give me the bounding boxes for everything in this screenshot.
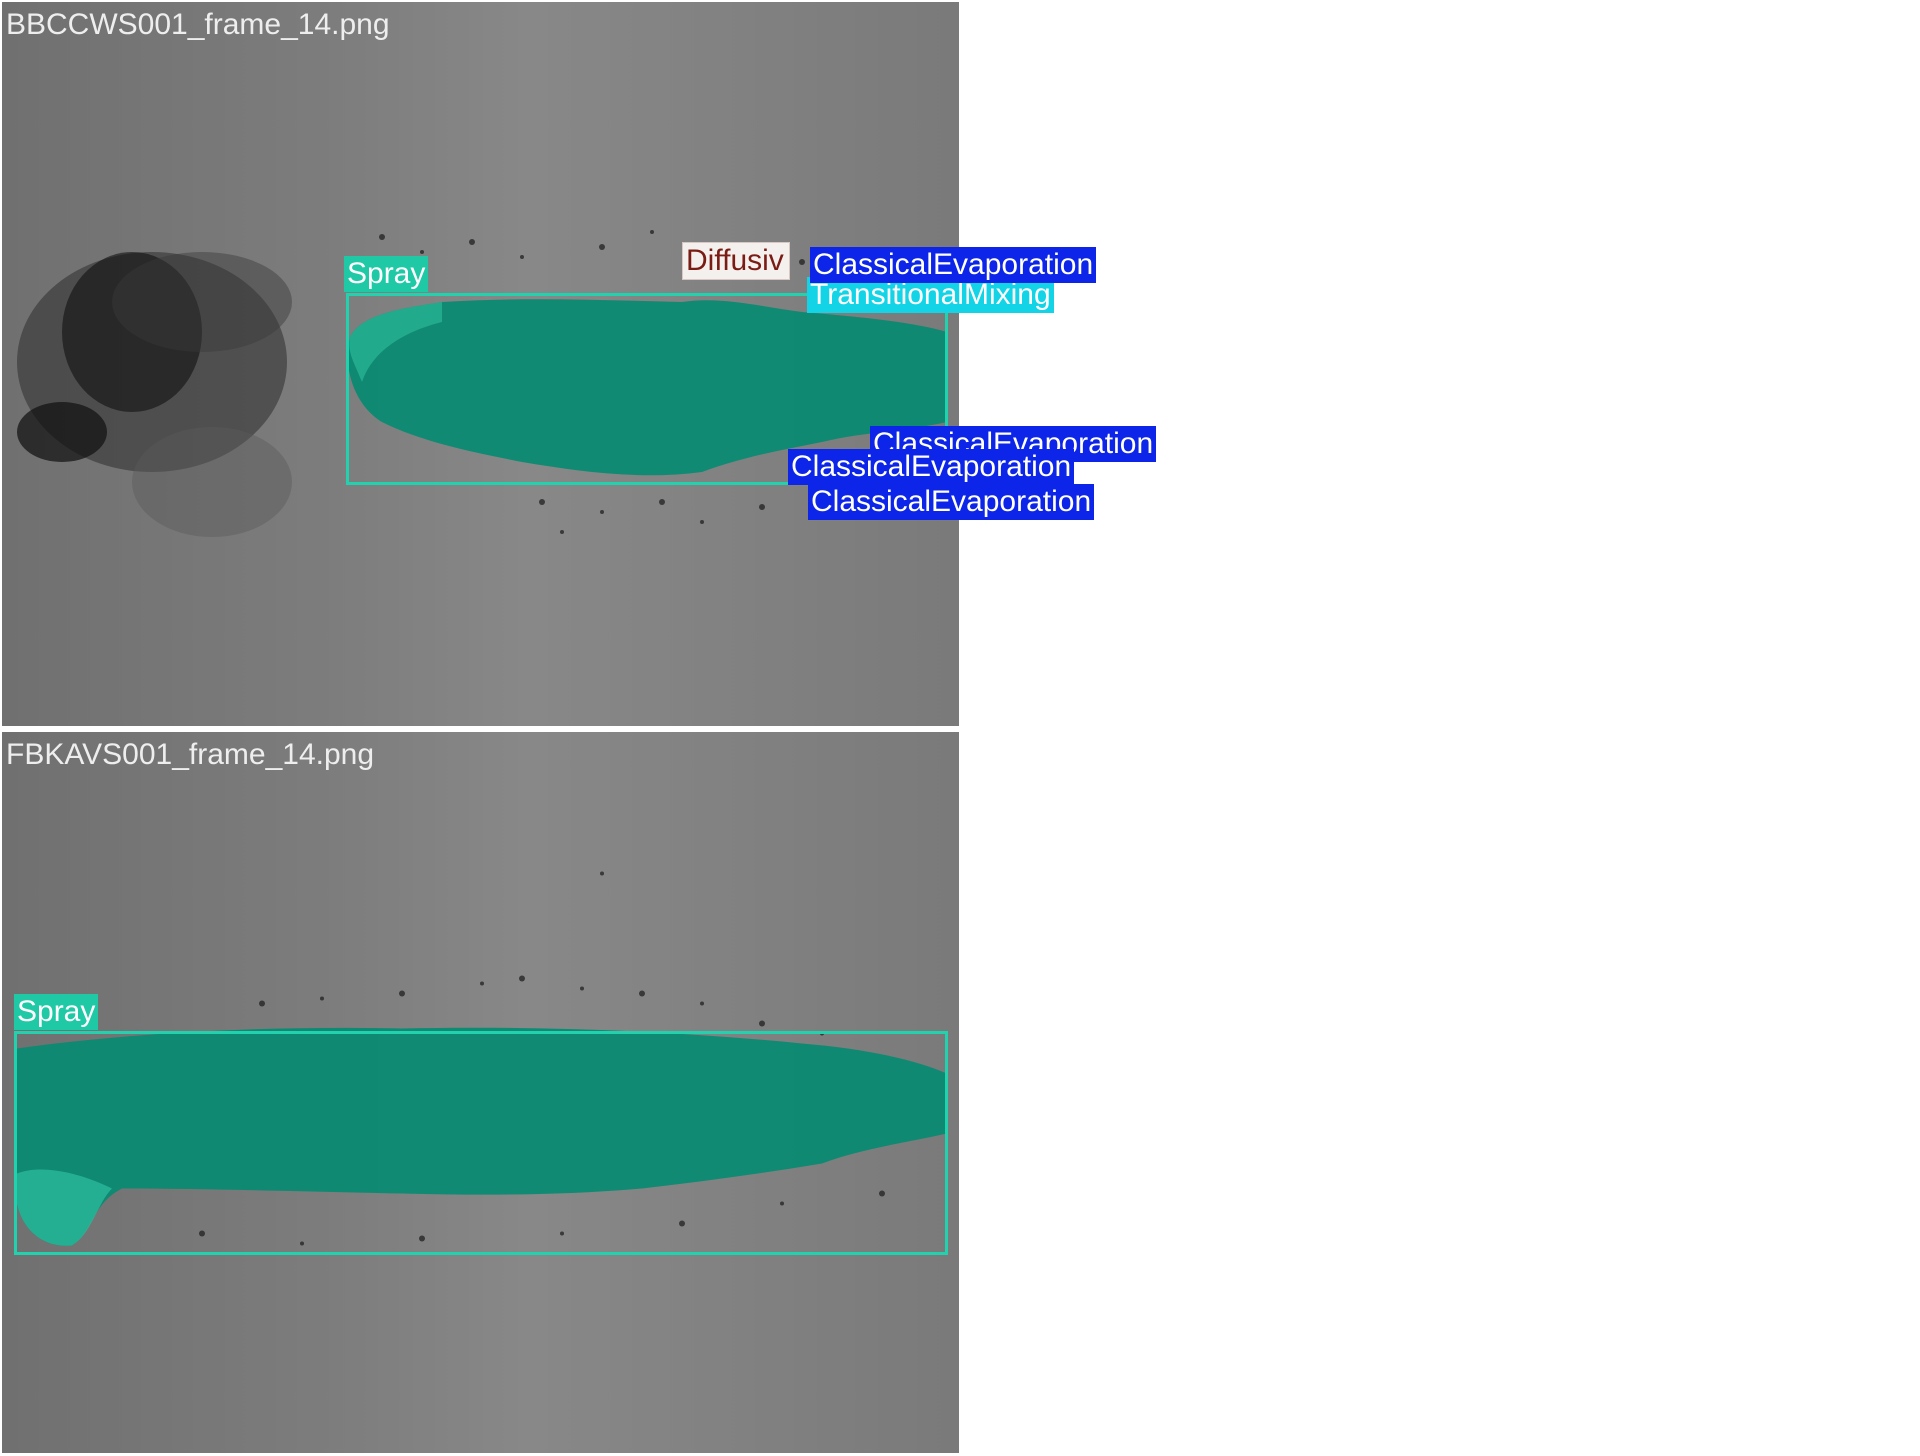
spray-image-bottom (17, 871, 947, 1246)
panel-filename: BBCCWS001_frame_14.png (6, 8, 390, 41)
droplets-top (379, 230, 904, 534)
spray-mask-edge-bottom (17, 1169, 112, 1246)
spray-label-tag: Spray (344, 256, 429, 292)
transitional-mixing-label-tag: TransitionalMixing (807, 277, 1054, 313)
spray-bounding-box (346, 293, 948, 485)
classical-evaporation-label-tag-1: ClassicalEvaporation (810, 247, 1097, 283)
spray-label-tag: Spray (14, 994, 99, 1030)
spray-mask-bottom (17, 1027, 947, 1246)
image-panel-top: BBCCWS001_frame_14.png Spray Diffusiv Tr… (2, 2, 1157, 726)
image-panel-bottom: FBKAVS001_frame_14.png Spray (2, 732, 959, 1453)
spray-image-top (17, 230, 947, 537)
diffusive-label-tag: Diffusiv (682, 242, 790, 280)
classical-evaporation-label-tag-3: ClassicalEvaporation (788, 449, 1075, 485)
spray-mask-top (347, 299, 947, 476)
dark-plume-core (62, 252, 202, 412)
spray-bounding-box (14, 1031, 948, 1255)
classical-evaporation-label-tag-4: ClassicalEvaporation (808, 484, 1095, 520)
panel-filename: FBKAVS001_frame_14.png (6, 738, 375, 771)
dark-plume-upper (112, 252, 292, 352)
dark-plume-tip (17, 402, 107, 462)
dark-plume-lower (132, 427, 292, 537)
spray-mask-edge-top (349, 302, 442, 382)
